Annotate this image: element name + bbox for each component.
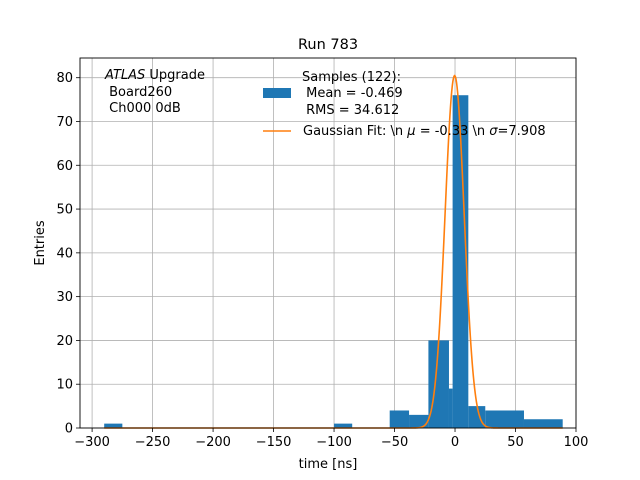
legend: Samples (122): Mean = -0.469 RMS = 34.61…: [263, 70, 546, 139]
legend-fit-label-b: = -0.33 \n: [416, 124, 490, 139]
legend-fit-label: Gaussian Fit: \n μ = -0.33 \n σ=7.908: [303, 124, 546, 139]
x-tick-label-4: −100: [316, 435, 352, 450]
legend-hist-line-3: RMS = 34.612: [302, 103, 399, 118]
histogram-bar-4: [428, 340, 449, 428]
x-tick-label-6: 0: [451, 435, 459, 450]
x-tick-label-5: −50: [381, 435, 408, 450]
atlas-annotation: ATLAS Upgrade Board260 Ch000 0dB: [104, 68, 205, 116]
histogram-bar-1: [334, 423, 353, 428]
histogram-bars: [104, 95, 563, 428]
legend-fit-label-c: =7.908: [498, 124, 546, 139]
x-tick-label-1: −250: [135, 435, 171, 450]
y-tick-label-3: 30: [56, 290, 73, 305]
legend-fit-sigma: σ: [489, 124, 498, 139]
legend-fit-label-a: Gaussian Fit: \n: [303, 124, 407, 139]
y-tick-label-5: 50: [56, 203, 73, 218]
histogram-bar-3: [409, 414, 429, 428]
x-tick-label-2: −200: [195, 435, 231, 450]
annotation-line-1: ATLAS Upgrade: [104, 68, 205, 83]
histogram-bar-6: [452, 95, 469, 428]
x-axis-ticks: −300 −250 −200 −150 −100 −50 0 50 100: [74, 428, 588, 450]
y-tick-label-6: 60: [56, 159, 73, 174]
x-tick-label-8: 100: [564, 435, 589, 450]
chart-title: Run 783: [298, 37, 358, 53]
y-tick-label-8: 80: [56, 71, 73, 86]
histogram-bar-7: [468, 406, 486, 428]
y-axis-ticks: 0 10 20 30 40 50 60 70 80: [56, 71, 80, 437]
y-tick-label-4: 40: [56, 246, 73, 261]
y-tick-label-1: 10: [56, 378, 73, 393]
annotation-rest: Upgrade: [145, 68, 205, 83]
histogram-bar-9: [523, 419, 563, 428]
histogram-bar-5: [448, 388, 453, 428]
y-axis-label: Entries: [33, 220, 48, 266]
histogram-bar-0: [104, 423, 123, 428]
x-axis-label: time [ns]: [299, 457, 358, 472]
annotation-italic: ATLAS: [104, 68, 145, 83]
histogram-bar-2: [389, 410, 410, 428]
annotation-line-2: Board260: [105, 85, 172, 100]
histogram-bar-8: [485, 410, 524, 428]
legend-fit-mu: μ: [406, 124, 415, 139]
y-tick-label-7: 70: [56, 115, 73, 130]
legend-hist-line-2: Mean = -0.469: [302, 86, 403, 101]
annotation-line-3: Ch000 0dB: [105, 101, 181, 116]
y-tick-label-2: 20: [56, 334, 73, 349]
y-tick-label-0: 0: [65, 422, 73, 437]
plot-frame: [79, 57, 577, 429]
legend-hist-line-1: Samples (122):: [302, 70, 401, 85]
x-tick-label-3: −150: [256, 435, 292, 450]
x-tick-label-0: −300: [74, 435, 110, 450]
legend-hist-swatch: [263, 88, 291, 98]
x-tick-label-7: 50: [507, 435, 524, 450]
